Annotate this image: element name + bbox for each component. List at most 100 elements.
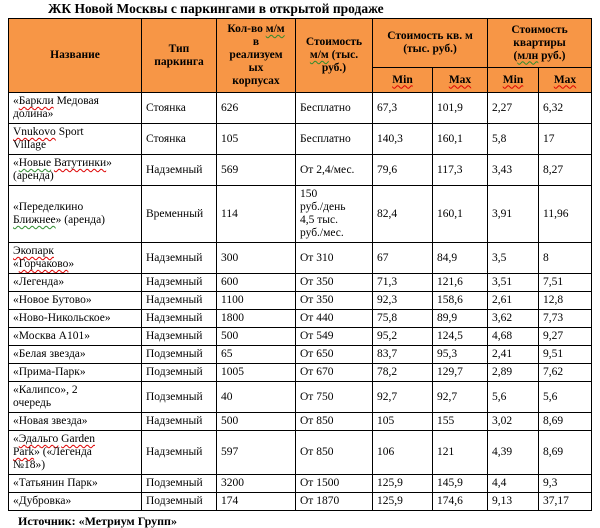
cell-price-mm: 150 руб./день 4,5 тыс. руб./мес. xyxy=(295,185,373,243)
cell-price-mm: От 2,4/мес. xyxy=(295,154,373,186)
cell-sqm-max: 145,9 xyxy=(432,474,488,493)
cell-name: «Легенда» xyxy=(8,273,142,292)
cell-sqm-max: 95,3 xyxy=(432,345,488,364)
cell-flat-max: 8,69 xyxy=(537,412,593,431)
cell-type: Надземный xyxy=(141,412,217,431)
cell-count: 569 xyxy=(216,154,296,186)
cell-sqm-min: 125,9 xyxy=(372,492,433,511)
cell-flat-min: 3,5 xyxy=(487,242,539,274)
cell-price-mm: От 750 xyxy=(295,381,373,413)
cell-type: Надземный xyxy=(141,309,217,328)
cell-sqm-min: 82,4 xyxy=(372,185,433,243)
cell-name: «Новая звезда» xyxy=(8,412,142,431)
cell-type: Надземный xyxy=(141,242,217,274)
cell-flat-max: 9,51 xyxy=(537,345,593,364)
table-row: Vnukovo Sport Village Стоянка 105 Беспла… xyxy=(8,123,593,155)
cell-flat-max: 9,3 xyxy=(537,474,593,493)
col-header-sqm-max: Max xyxy=(432,67,488,93)
table-row: «Новая звезда» Надземный 500 От 850 105 … xyxy=(8,412,593,431)
cell-type: Подземный xyxy=(141,363,217,382)
cell-name: «Новое Бутово» xyxy=(8,291,142,310)
cell-price-mm: От 850 xyxy=(295,412,373,431)
cell-sqm-min: 92,7 xyxy=(372,381,433,413)
cell-count: 105 xyxy=(216,123,296,155)
page-title: ЖК Новой Москвы с паркингами в открытой … xyxy=(48,1,384,16)
cell-name: «Эдальго Garden Park» («Легенда №18») xyxy=(8,430,142,475)
cell-count: 597 xyxy=(216,430,296,475)
cell-sqm-max: 92,7 xyxy=(432,381,488,413)
cell-price-mm: От 350 xyxy=(295,273,373,292)
cell-name: «Белая звезда» xyxy=(8,345,142,364)
cell-sqm-max: 158,6 xyxy=(432,291,488,310)
cell-flat-min: 3,51 xyxy=(487,273,539,292)
cell-sqm-min: 79,6 xyxy=(372,154,433,186)
table-row: «Прима-Парк» Подземный 1005 От 670 78,2 … xyxy=(8,363,593,382)
table-row: «Переделкино Ближнее» (аренда) Временный… xyxy=(8,185,593,243)
cell-price-mm: От 1500 xyxy=(295,474,373,493)
table-row: «Новые Ватутинки» (аренда) Надземный 569… xyxy=(8,154,593,186)
cell-count: 1005 xyxy=(216,363,296,382)
cell-flat-min: 4,68 xyxy=(487,327,539,346)
cell-type: Надземный xyxy=(141,291,217,310)
cell-flat-min: 4,39 xyxy=(487,430,539,475)
cell-name: «Новые Ватутинки» (аренда) xyxy=(8,154,142,186)
col-header-price-sqm-group: Стоимость кв. м (тыс. руб.) xyxy=(372,18,488,68)
col-header-count: Кол-во м/м в реализуем ых корпусах xyxy=(216,18,296,93)
cell-flat-min: 3,62 xyxy=(487,309,539,328)
cell-sqm-max: 89,9 xyxy=(432,309,488,328)
cell-flat-max: 11,96 xyxy=(537,185,593,243)
cell-type: Стоянка xyxy=(141,123,217,155)
cell-flat-min: 3,43 xyxy=(487,154,539,186)
cell-count: 65 xyxy=(216,345,296,364)
table-row: «Ново-Никольское» Надземный 1800 От 440 … xyxy=(8,309,593,328)
cell-price-mm: От 310 xyxy=(295,242,373,274)
col-header-flat-min: Min xyxy=(487,67,539,93)
cell-name: Экопарк «Горчаково» xyxy=(8,242,142,274)
cell-flat-max: 8,27 xyxy=(537,154,593,186)
cell-type: Надземный xyxy=(141,154,217,186)
cell-count: 40 xyxy=(216,381,296,413)
cell-price-mm: Бесплатно xyxy=(295,92,373,124)
cell-price-mm: От 850 xyxy=(295,430,373,475)
cell-price-mm: От 549 xyxy=(295,327,373,346)
cell-type: Подземный xyxy=(141,474,217,493)
cell-sqm-max: 121 xyxy=(432,430,488,475)
cell-flat-max: 7,51 xyxy=(537,273,593,292)
cell-name: «Москва А101» xyxy=(8,327,142,346)
cell-flat-min: 5,8 xyxy=(487,123,539,155)
cell-sqm-max: 84,9 xyxy=(432,242,488,274)
cell-name: «Дубровка» xyxy=(8,492,142,511)
cell-type: Подземный xyxy=(141,345,217,364)
header-row-groups: Название Тип паркинга Кол-во м/м в реали… xyxy=(8,18,593,93)
cell-flat-max: 8,69 xyxy=(537,430,593,475)
table-row: «Калипсо», 2 очередь Подземный 40 От 750… xyxy=(8,381,593,413)
cell-flat-max: 7,73 xyxy=(537,309,593,328)
cell-sqm-min: 67 xyxy=(372,242,433,274)
cell-price-mm: От 650 xyxy=(295,345,373,364)
cell-sqm-min: 140,3 xyxy=(372,123,433,155)
table-body: «Баркли Медовая долина» Стоянка 626 Бесп… xyxy=(8,92,593,511)
cell-flat-min: 9,13 xyxy=(487,492,539,511)
cell-count: 3200 xyxy=(216,474,296,493)
cell-flat-max: 5,6 xyxy=(537,381,593,413)
cell-name: «Ново-Никольское» xyxy=(8,309,142,328)
cell-name: «Баркли Медовая долина» xyxy=(8,92,142,124)
cell-sqm-max: 160,1 xyxy=(432,185,488,243)
cell-name: «Прима-Парк» xyxy=(8,363,142,382)
cell-sqm-max: 121,6 xyxy=(432,273,488,292)
cell-count: 626 xyxy=(216,92,296,124)
cell-sqm-max: 129,7 xyxy=(432,363,488,382)
cell-sqm-min: 105 xyxy=(372,412,433,431)
col-header-type: Тип паркинга xyxy=(141,18,217,93)
table-header: Название Тип паркинга Кол-во м/м в реали… xyxy=(8,18,593,93)
cell-price-mm: От 1870 xyxy=(295,492,373,511)
cell-flat-min: 3,91 xyxy=(487,185,539,243)
cell-sqm-max: 101,9 xyxy=(432,92,488,124)
cell-name: «Калипсо», 2 очередь xyxy=(8,381,142,413)
cell-sqm-min: 67,3 xyxy=(372,92,433,124)
cell-name: «Переделкино Ближнее» (аренда) xyxy=(8,185,142,243)
cell-count: 500 xyxy=(216,327,296,346)
cell-sqm-max: 155 xyxy=(432,412,488,431)
parking-table: Название Тип паркинга Кол-во м/м в реали… xyxy=(8,18,593,511)
table-row: «Легенда» Надземный 600 От 350 71,3 121,… xyxy=(8,273,593,292)
